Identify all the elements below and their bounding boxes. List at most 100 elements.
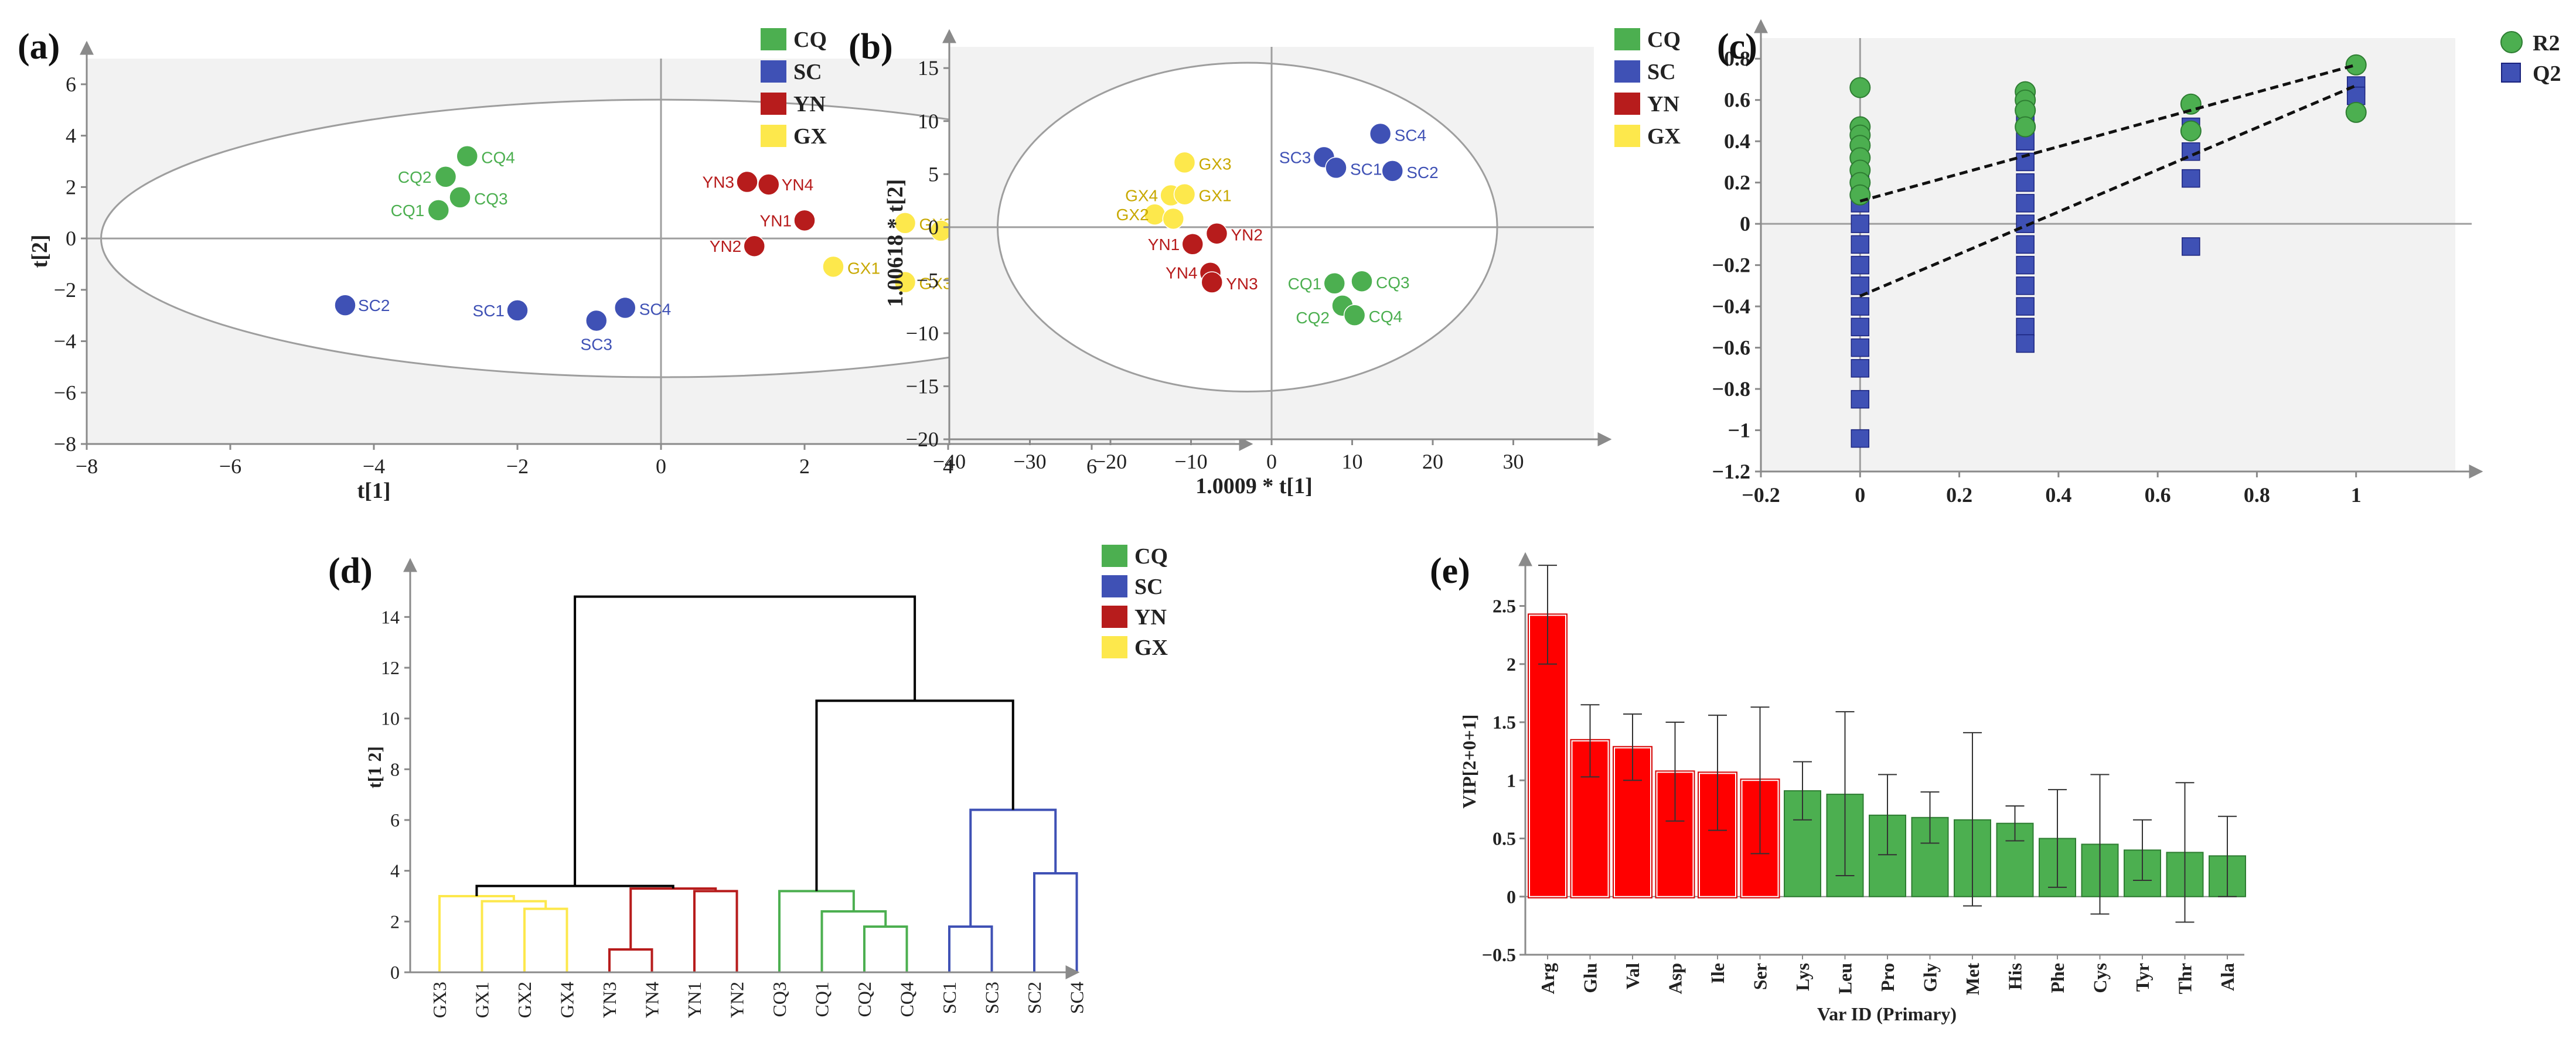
- y-tick-label: 1.5: [1493, 712, 1516, 733]
- point-yn4: [758, 173, 780, 196]
- point-yn1: [1181, 233, 1204, 255]
- y-tick-label: −5: [916, 268, 939, 292]
- x-tick-label: 0.8: [2244, 483, 2270, 507]
- point-yn3: [736, 170, 758, 193]
- r2-point: [2345, 54, 2367, 76]
- dendrogram-link: [693, 890, 738, 972]
- dendrogram-link: [815, 699, 1014, 891]
- legend-swatch-sc: [1614, 60, 1640, 83]
- point-label-sc4: SC4: [639, 300, 671, 319]
- x-tick-label: 0: [1266, 450, 1277, 473]
- point-label-yn1: YN1: [1148, 235, 1180, 254]
- x-tick-label: 0: [1855, 483, 1865, 507]
- legend-swatch-yn: [761, 93, 786, 115]
- x-tick-label: −6: [219, 455, 241, 478]
- q2-point: [1851, 317, 1870, 337]
- point-label-sc2: SC2: [1406, 163, 1438, 182]
- point-label-cq2: CQ2: [398, 168, 432, 186]
- dendrogram-link: [969, 808, 1057, 927]
- x-tick-label: 0.6: [2145, 483, 2171, 507]
- leaf-label: CQ4: [897, 982, 918, 1017]
- x-axis-title: Var ID (Primary): [1817, 1003, 1957, 1024]
- point-label-yn2: YN2: [1231, 226, 1263, 244]
- plot-background: [1761, 38, 2455, 472]
- point-yn2: [743, 235, 765, 257]
- y-tick-label: −8: [54, 432, 76, 456]
- point-cq1: [427, 199, 449, 221]
- legend-marker-q2: [2501, 63, 2521, 83]
- y-tick-label: −0.5: [1482, 944, 1516, 965]
- category-label-ala: Ala: [2217, 963, 2238, 991]
- legend-swatch-gx: [1614, 125, 1640, 147]
- y-tick-label: −20: [906, 428, 939, 451]
- point-sc4: [1369, 122, 1392, 145]
- y-tick-label: 6: [390, 809, 400, 831]
- q2-point: [2182, 169, 2200, 188]
- y-tick-label: 15: [918, 56, 939, 80]
- point-label-yn4: YN4: [782, 176, 813, 194]
- y-tick-label: 10: [918, 110, 939, 133]
- y-axis-title: t[1 2]: [364, 746, 385, 788]
- point-label-sc2: SC2: [358, 296, 390, 315]
- y-tick-label: 12: [381, 657, 400, 678]
- dendrogram-link: [438, 895, 515, 972]
- point-label-yn3: YN3: [703, 173, 734, 192]
- y-tick-label: −0.2: [1712, 254, 1750, 277]
- x-axis-title: 1.0009 * t[1]: [1195, 474, 1312, 498]
- leaf-label: YN2: [727, 982, 748, 1018]
- x-tick-label: 0: [656, 455, 666, 478]
- category-label-ser: Ser: [1750, 963, 1771, 990]
- legend-swatch-cq: [761, 28, 786, 50]
- point-label-cq2: CQ2: [1296, 309, 1330, 327]
- y-tick-label: −1: [1727, 419, 1750, 442]
- q2-point: [1851, 255, 1870, 275]
- q2-point: [2016, 317, 2035, 337]
- point-label-cq1: CQ1: [1288, 275, 1322, 293]
- dendrogram-link: [574, 595, 916, 886]
- q2-point: [2016, 334, 2035, 353]
- point-gx1: [1173, 183, 1196, 206]
- dendrogram-link: [863, 925, 908, 972]
- q2-point: [1851, 338, 1870, 357]
- y-axis-title: t[2]: [28, 235, 52, 268]
- q2-point: [1851, 276, 1870, 295]
- point-label-sc1: SC1: [473, 302, 505, 320]
- x-tick-label: −8: [76, 455, 98, 478]
- r2-point: [2180, 120, 2202, 142]
- leaf-label: GX1: [472, 982, 493, 1018]
- legend-swatch-sc: [761, 60, 786, 83]
- y-tick-label: 2: [1507, 654, 1516, 675]
- point-label-sc4: SC4: [1395, 126, 1426, 144]
- y-tick-label: −1.2: [1712, 460, 1750, 483]
- y-tick-label: 0.6: [1724, 88, 1750, 112]
- x-tick-label: −10: [1174, 450, 1207, 473]
- y-tick-label: 14: [381, 606, 400, 627]
- r2-regression-line: [1859, 63, 2357, 203]
- point-yn3: [1201, 271, 1223, 293]
- point-sc2: [334, 294, 356, 316]
- x-tick-label: 4: [943, 455, 953, 478]
- leaf-label: GX3: [429, 982, 450, 1018]
- x-tick-label: 1: [2351, 483, 2362, 507]
- legend-label-q2: Q2: [2533, 62, 2561, 86]
- legend-label-sc: SC: [793, 60, 822, 84]
- x-tick-label: 6: [1086, 455, 1097, 478]
- category-label-tyr: Tyr: [2132, 963, 2153, 992]
- y-axis-title: VIP[2+0+1]: [1459, 715, 1480, 809]
- q2-point: [2016, 276, 2035, 295]
- r2-point: [2015, 116, 2036, 138]
- y-tick-label: −2: [54, 278, 76, 302]
- y-tick-label: 5: [928, 162, 939, 186]
- q2-point: [1851, 429, 1870, 448]
- q2-point: [2182, 237, 2200, 256]
- leaf-label: SC2: [1024, 982, 1045, 1014]
- legend-swatch-gx: [1102, 636, 1127, 658]
- y-tick-label: 6: [66, 73, 76, 96]
- y-tick-label: 1: [1507, 770, 1516, 791]
- point-cq2: [434, 166, 457, 188]
- point-sc1: [1325, 156, 1347, 179]
- point-label-yn3: YN3: [1226, 275, 1258, 293]
- legend-swatch-yn: [1102, 606, 1127, 628]
- category-label-ile: Ile: [1707, 963, 1728, 984]
- legend-swatch-sc: [1102, 575, 1127, 597]
